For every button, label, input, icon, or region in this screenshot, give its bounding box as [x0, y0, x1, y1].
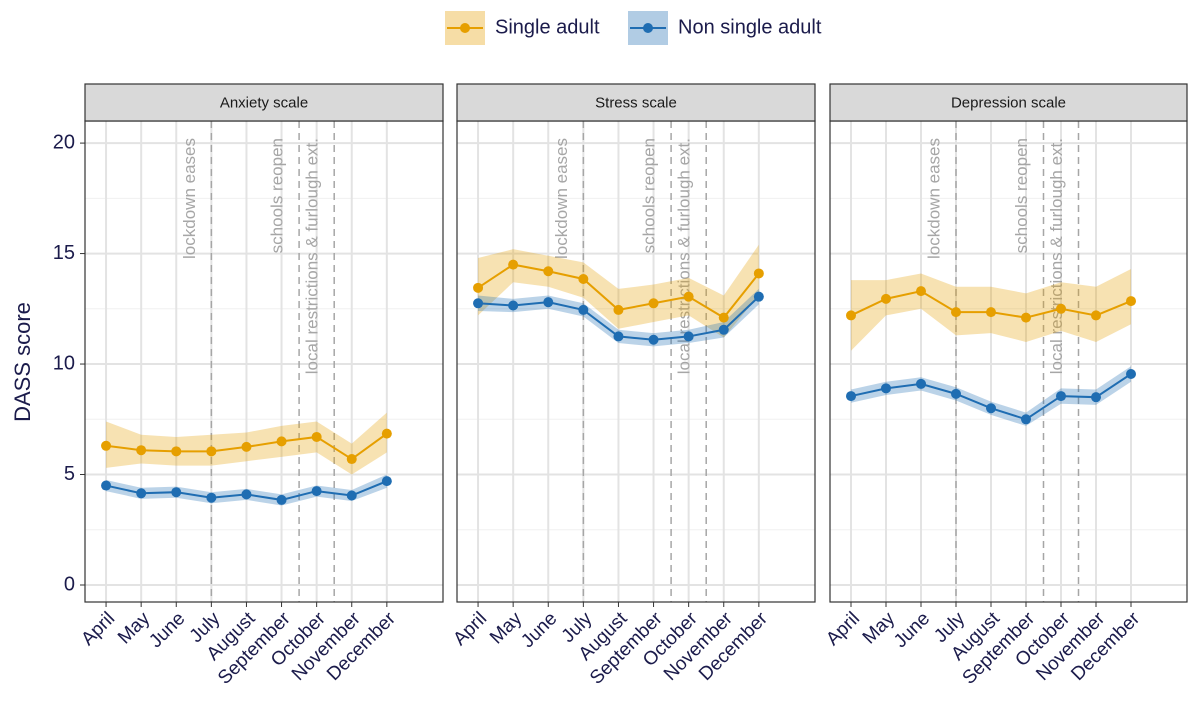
data-point — [1056, 391, 1066, 402]
data-point — [206, 492, 217, 503]
data-point — [683, 291, 694, 302]
data-point — [101, 480, 112, 491]
data-point — [508, 259, 519, 270]
data-point — [578, 273, 589, 284]
data-point — [241, 489, 252, 500]
data-point — [951, 307, 961, 318]
y-tick-label: 15 — [53, 242, 75, 264]
data-point — [846, 391, 856, 402]
data-point — [101, 440, 112, 451]
data-point — [986, 403, 996, 414]
x-tick-label: May — [859, 608, 900, 649]
strip — [84, 83, 444, 122]
event-label: local restrictions & furlough ext. — [675, 138, 694, 374]
event-label: schools reopen — [1012, 138, 1031, 253]
legend-key-dot — [460, 23, 470, 33]
panel-background — [85, 121, 443, 602]
data-point — [1056, 303, 1066, 314]
x-tick-label: May — [486, 608, 527, 649]
data-point — [1126, 296, 1136, 307]
data-point — [1021, 414, 1031, 425]
y-axis-label: DASS score — [10, 302, 35, 422]
event-label: local restrictions & furlough ext. — [303, 138, 322, 374]
y-tick-label: 5 — [64, 463, 75, 485]
data-point — [881, 383, 891, 394]
data-point — [311, 431, 322, 442]
event-label: schools reopen — [268, 138, 287, 253]
event-label: lockdown eases — [180, 138, 199, 259]
data-point — [276, 436, 287, 447]
strip-title: Depression scale — [951, 94, 1066, 111]
legend-key-dot — [643, 23, 653, 33]
data-point — [916, 378, 926, 389]
y-tick-label: 10 — [53, 352, 75, 374]
data-point — [881, 293, 891, 304]
data-point — [136, 488, 147, 499]
panel-background — [830, 121, 1187, 602]
data-point — [473, 298, 484, 309]
y-tick-label: 20 — [53, 131, 75, 153]
data-point — [381, 428, 392, 439]
data-point — [136, 445, 147, 456]
data-point — [346, 454, 357, 465]
x-tick-label: April — [449, 608, 491, 650]
strip-title: Anxiety scale — [220, 94, 308, 111]
data-point — [648, 298, 659, 309]
data-point — [473, 282, 484, 293]
data-point — [718, 324, 729, 335]
event-label: local restrictions & furlough ext. — [1047, 138, 1066, 374]
data-point — [381, 476, 392, 487]
x-tick-label: June — [890, 608, 934, 652]
legend-label: Single adult — [495, 16, 600, 38]
x-tick-label: May — [114, 608, 155, 649]
data-point — [578, 304, 589, 315]
legend-label: Non single adult — [678, 16, 822, 38]
data-point — [1126, 368, 1136, 379]
data-point — [1091, 310, 1101, 321]
strip-title: Stress scale — [595, 94, 677, 111]
data-point — [613, 331, 624, 342]
data-point — [683, 331, 694, 342]
event-label: lockdown eases — [924, 138, 943, 259]
data-point — [311, 486, 322, 497]
y-tick-label: 0 — [64, 573, 75, 595]
data-point — [1091, 392, 1101, 403]
data-point — [508, 300, 519, 311]
x-tick-label: June — [145, 608, 189, 652]
x-tick-label: April — [77, 608, 119, 650]
data-point — [613, 304, 624, 315]
data-point — [206, 446, 217, 457]
data-point — [241, 441, 252, 452]
data-point — [648, 334, 659, 345]
panel-background — [457, 121, 815, 602]
data-point — [543, 266, 554, 277]
data-point — [753, 291, 764, 302]
data-point — [171, 446, 182, 457]
data-point — [276, 494, 287, 505]
strip — [456, 83, 816, 122]
data-point — [171, 487, 182, 498]
data-point — [951, 388, 961, 399]
data-point — [753, 268, 764, 279]
data-point — [986, 307, 996, 318]
event-label: schools reopen — [640, 138, 659, 253]
data-point — [718, 312, 729, 323]
data-point — [846, 310, 856, 321]
data-point — [1021, 312, 1031, 323]
data-point — [346, 490, 357, 501]
data-point — [543, 297, 554, 308]
strip — [829, 83, 1188, 122]
event-label: lockdown eases — [552, 138, 571, 259]
x-tick-label: April — [822, 608, 864, 650]
x-tick-label: June — [517, 608, 561, 652]
data-point — [916, 286, 926, 297]
